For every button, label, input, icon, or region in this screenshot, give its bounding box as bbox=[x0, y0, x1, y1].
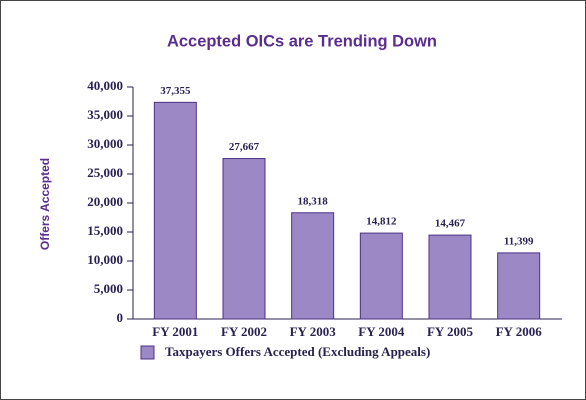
y-axis-label: Offers Accepted bbox=[38, 158, 52, 250]
x-tick-label: FY 2006 bbox=[496, 324, 543, 339]
legend-swatch bbox=[140, 345, 155, 360]
data-label: 37,355 bbox=[160, 85, 191, 97]
bar bbox=[497, 252, 541, 320]
bar bbox=[428, 234, 472, 320]
y-tick-label: 20,000 bbox=[87, 194, 123, 209]
data-label: 11,399 bbox=[504, 235, 534, 247]
x-tick-label: FY 2001 bbox=[152, 324, 198, 339]
y-tick-label: 30,000 bbox=[87, 136, 123, 151]
y-tick-label: 40,000 bbox=[87, 78, 123, 93]
y-tick-label: 10,000 bbox=[87, 252, 123, 267]
y-tick-label: 25,000 bbox=[87, 165, 123, 180]
data-label: 27,667 bbox=[229, 141, 260, 153]
bar bbox=[153, 101, 197, 320]
bar bbox=[222, 158, 266, 320]
data-label: 14,812 bbox=[366, 216, 397, 228]
chart-title: Accepted OICs are Trending Down bbox=[167, 31, 437, 50]
data-label: 18,318 bbox=[298, 195, 329, 207]
x-tick-label: FY 2005 bbox=[427, 324, 474, 339]
y-tick-label: 35,000 bbox=[87, 107, 123, 122]
x-tick-label: FY 2003 bbox=[290, 324, 337, 339]
y-tick-label: 15,000 bbox=[87, 223, 123, 238]
bar bbox=[359, 232, 403, 320]
x-tick-label: FY 2002 bbox=[221, 324, 267, 339]
legend-label: Taxpayers Offers Accepted (Excluding App… bbox=[165, 344, 430, 359]
data-label: 14,467 bbox=[435, 218, 466, 230]
y-tick-label: 0 bbox=[117, 310, 124, 325]
x-tick-label: FY 2004 bbox=[358, 324, 405, 339]
bar bbox=[291, 212, 335, 320]
y-tick-label: 5,000 bbox=[94, 281, 123, 296]
